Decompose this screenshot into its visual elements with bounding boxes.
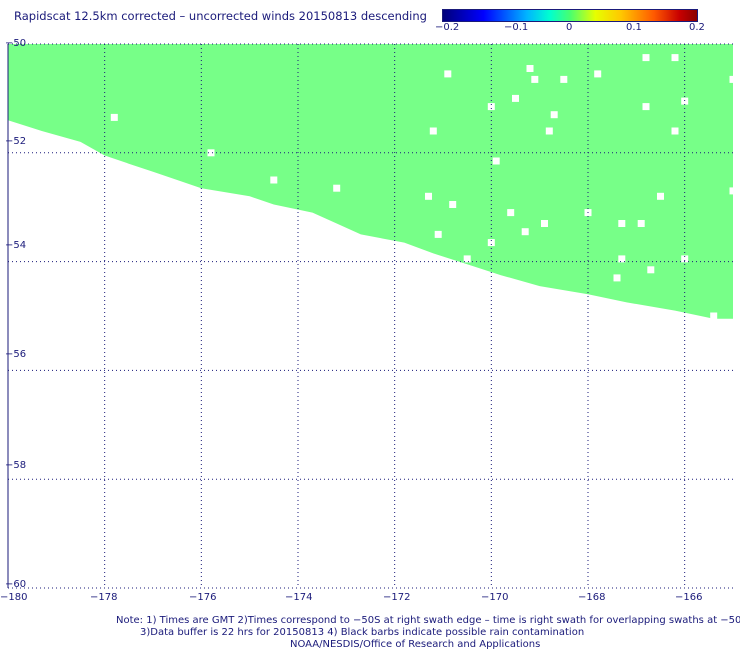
footnote-credit: NOAA/NESDIS/Office of Research and Appli… xyxy=(290,639,541,650)
missing-data-cell xyxy=(642,103,650,111)
missing-data-cell xyxy=(434,230,442,238)
missing-data-cell xyxy=(545,127,553,135)
missing-data-cell xyxy=(642,54,650,62)
missing-data-cell xyxy=(207,149,215,157)
lon-label: −166 xyxy=(675,592,703,603)
missing-data-cell xyxy=(487,239,495,247)
missing-data-cell xyxy=(270,176,278,184)
missing-data-cell xyxy=(637,220,645,227)
missing-data-cell xyxy=(729,187,737,195)
missing-data-cell xyxy=(550,111,558,119)
missing-data-cell xyxy=(710,312,718,320)
lon-label: −168 xyxy=(578,592,606,603)
lon-label: −176 xyxy=(189,592,217,603)
lat-label: −52 xyxy=(5,136,27,147)
colorbar-tick-label: 0.2 xyxy=(689,22,705,33)
missing-data-cell xyxy=(531,75,539,83)
map-title: Rapidscat 12.5km corrected – uncorrected… xyxy=(14,9,427,23)
lat-label: −56 xyxy=(5,349,27,360)
missing-data-cell xyxy=(463,255,471,263)
missing-data-cell xyxy=(657,192,664,200)
missing-data-cell xyxy=(618,220,626,227)
missing-data-cell xyxy=(541,220,548,227)
missing-data-cell xyxy=(618,255,626,263)
lon-label: −170 xyxy=(481,592,509,603)
missing-data-cell xyxy=(444,70,452,78)
colorbar-tick-label: −0.2 xyxy=(435,22,460,33)
footnote-line: Note: 1) Times are GMT 2)Times correspon… xyxy=(116,615,740,626)
lat-label: −60 xyxy=(5,579,27,590)
colorbar-tick-label: 0.1 xyxy=(626,22,642,33)
missing-data-cell xyxy=(647,266,655,274)
missing-data-cell xyxy=(681,97,689,105)
colorbar-tick-label: −0.1 xyxy=(504,22,529,33)
missing-data-cell xyxy=(333,184,341,192)
missing-data-cell xyxy=(425,192,432,200)
missing-data-cell xyxy=(613,274,621,282)
lon-label: −172 xyxy=(383,592,411,603)
lon-label: −174 xyxy=(285,592,313,603)
missing-data-cell xyxy=(526,65,534,72)
colorbar xyxy=(442,9,698,22)
missing-data-cell xyxy=(492,157,500,165)
missing-data-cell xyxy=(449,201,457,208)
lat-label: −54 xyxy=(5,240,27,251)
missing-data-cell xyxy=(512,94,519,102)
lat-label: −58 xyxy=(5,460,27,471)
missing-data-cell xyxy=(681,255,689,263)
colorbar-tick-label: 0 xyxy=(566,22,573,33)
missing-data-cell xyxy=(594,70,602,78)
missing-data-cell xyxy=(429,127,437,135)
missing-data-cell xyxy=(671,54,679,62)
missing-data-cell xyxy=(487,103,495,111)
missing-data-cell xyxy=(507,209,515,217)
missing-data-cell xyxy=(110,113,118,121)
missing-data-cell xyxy=(729,75,737,83)
lon-label: −178 xyxy=(90,592,118,603)
footnote-line: 3)Data buffer is 22 hrs for 20150813 4) … xyxy=(140,627,585,638)
lon-label: −180 xyxy=(0,592,28,603)
missing-data-cell xyxy=(521,228,529,236)
missing-data-cell xyxy=(671,127,679,135)
swath-area xyxy=(8,44,733,319)
lat-label: −50 xyxy=(5,38,27,49)
missing-data-cell xyxy=(560,75,568,83)
